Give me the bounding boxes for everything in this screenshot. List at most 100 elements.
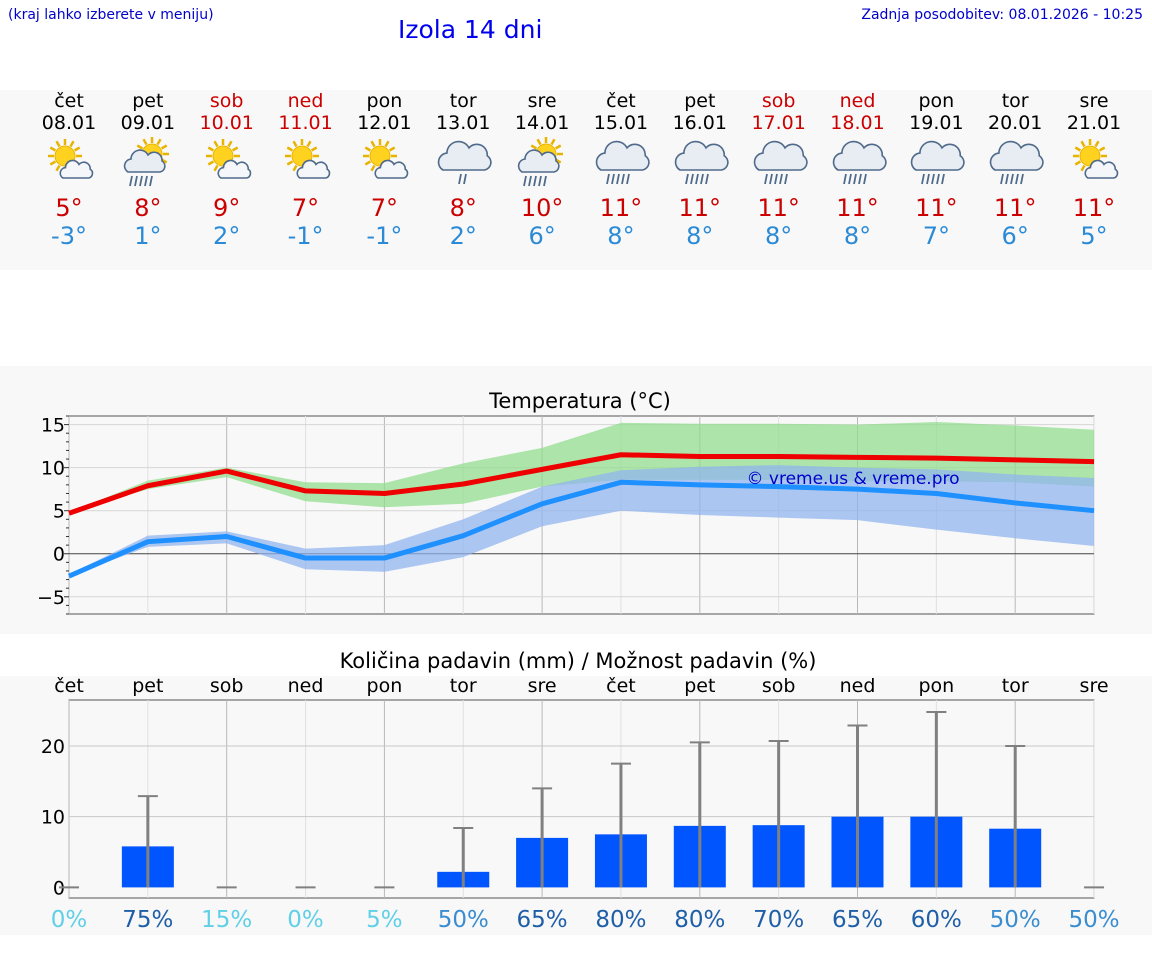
sun-rain-icon (512, 136, 572, 192)
temp-min: 6° (528, 222, 556, 250)
precip-probability-label: 60% (911, 907, 962, 933)
temp-max: 11° (1072, 194, 1116, 222)
precip-probability-label: 0% (51, 907, 88, 933)
day-date: 10.01 (199, 112, 254, 134)
temp-min: 2° (449, 222, 477, 250)
sun-cloud-icon (39, 136, 99, 192)
day-column: čet 08.01 5° -3° (29, 90, 109, 250)
precip-ytick-label: 0 (53, 877, 65, 899)
day-name: čet (606, 90, 636, 112)
precip-error-whisker (453, 826, 474, 888)
precip-day-label: tor (450, 675, 477, 697)
day-name: sob (761, 90, 796, 112)
temp-min: -3° (51, 222, 87, 250)
precip-probability-label: 80% (595, 907, 646, 933)
day-name: sre (1079, 90, 1109, 112)
precip-ytick-label: 20 (41, 736, 65, 758)
day-name: ned (839, 90, 876, 112)
precip-day-label: tor (1002, 675, 1029, 697)
temp-max: 11° (757, 194, 800, 222)
day-name: pet (132, 90, 164, 112)
temp-max: 8° (449, 194, 477, 222)
day-name: sre (527, 90, 557, 112)
sun-cloud-icon (354, 136, 414, 192)
temp-min: -1° (287, 222, 324, 250)
precip-ytick-label: 10 (41, 807, 65, 829)
temp-min: -1° (366, 222, 403, 250)
day-date: 12.01 (357, 112, 412, 134)
rain-cloud-icon (906, 136, 966, 192)
precipitation-chart: Količina padavin (mm) / Možnost padavin … (41, 649, 1120, 933)
day-column: pet 16.01 11° 8° (660, 90, 740, 250)
precip-error-whisker (847, 724, 868, 888)
precip-probability-label: 0% (287, 907, 324, 933)
temp-max: 11° (836, 194, 879, 222)
day-column: tor 20.01 11° 6° (975, 90, 1055, 250)
rain-cloud-icon (828, 136, 888, 192)
temp-min: 8° (607, 222, 635, 250)
precip-error-whisker (532, 787, 553, 888)
day-date: 14.01 (514, 112, 570, 134)
temperature-ytick-label: 0 (53, 544, 65, 566)
day-name: tor (449, 90, 477, 112)
temperature-chart-panel: Temperatura (°C) 15 10 5 0 −5 © vreme.us & vre… (0, 366, 1152, 634)
day-column: sre 21.01 11° 5° (1054, 90, 1134, 250)
precip-error-whisker (768, 740, 789, 888)
temp-min: 8° (686, 222, 714, 250)
max-temp-line (68, 452, 1095, 516)
precip-day-label: pet (132, 675, 163, 697)
day-date: 11.01 (278, 112, 333, 134)
rain-cloud-light-icon (433, 136, 493, 192)
precip-day-label: sre (528, 675, 557, 697)
location-hint[interactable]: (kraj lahko izberete v meniju) (8, 7, 214, 23)
temperature-chart-title: Temperatura (°C) (488, 389, 671, 413)
temp-min: 2° (213, 222, 241, 250)
precipitation-chart-title: Količina padavin (mm) / Možnost padavin … (340, 649, 817, 673)
day-column: pon 12.01 7° -1° (344, 90, 424, 250)
precip-probability-label: 50% (990, 907, 1041, 933)
day-name: ned (287, 90, 324, 112)
temp-max: 8° (134, 194, 162, 222)
min-temp-range-band (69, 465, 1095, 577)
day-date: 21.01 (1066, 112, 1122, 134)
day-column: ned 11.01 7° -1° (266, 90, 346, 250)
temp-max: 11° (993, 194, 1037, 222)
precip-error-whisker (926, 711, 947, 888)
temp-max: 10° (520, 194, 564, 222)
day-date: 08.01 (41, 112, 97, 134)
last-updated: Zadnja posodobitev: 08.01.2026 - 10:25 (861, 7, 1143, 23)
temp-max: 11° (915, 194, 958, 222)
day-date: 20.01 (987, 112, 1043, 134)
min-temp-line (67, 479, 1095, 579)
day-name: tor (1001, 90, 1029, 112)
temp-max: 7° (370, 194, 399, 222)
day-column: čet 15.01 11° 8° (581, 90, 661, 250)
sun-cloud-icon (197, 136, 257, 192)
day-date: 19.01 (909, 112, 964, 134)
day-name: čet (54, 90, 84, 112)
precip-error-whisker (1005, 744, 1026, 888)
precip-probability-label: 15% (201, 907, 252, 933)
temp-min: 7° (922, 222, 950, 250)
temp-min: 1° (134, 222, 162, 250)
precip-probability-label: 80% (674, 907, 725, 933)
forecast-strip: čet 08.01 5° -3° pet 09.01 8° 1° sob 10.01 9° 2° ned… (0, 90, 1152, 270)
precip-day-label: sre (1080, 675, 1109, 697)
precip-day-label: pon (367, 675, 403, 697)
precip-probability-label: 65% (517, 907, 568, 933)
day-column: sob 17.01 11° 8° (739, 90, 819, 250)
precip-day-label: čet (54, 675, 84, 697)
day-date: 13.01 (436, 112, 491, 134)
rain-cloud-icon (985, 136, 1045, 192)
watermark[interactable]: © vreme.us & vreme.pro (746, 469, 959, 489)
precip-day-label: sob (762, 675, 796, 697)
day-column: sob 10.01 9° 2° (187, 90, 267, 250)
day-column: pon 19.01 11° 7° (896, 90, 976, 250)
day-date: 15.01 (593, 112, 649, 134)
temperature-ytick-label: 10 (41, 458, 65, 480)
precip-probability-label: 70% (753, 907, 804, 933)
day-column: pet 09.01 8° 1° (108, 90, 188, 250)
precip-day-label: pet (684, 675, 715, 697)
sun-rain-icon (118, 136, 178, 192)
precip-error-whisker (610, 762, 631, 888)
